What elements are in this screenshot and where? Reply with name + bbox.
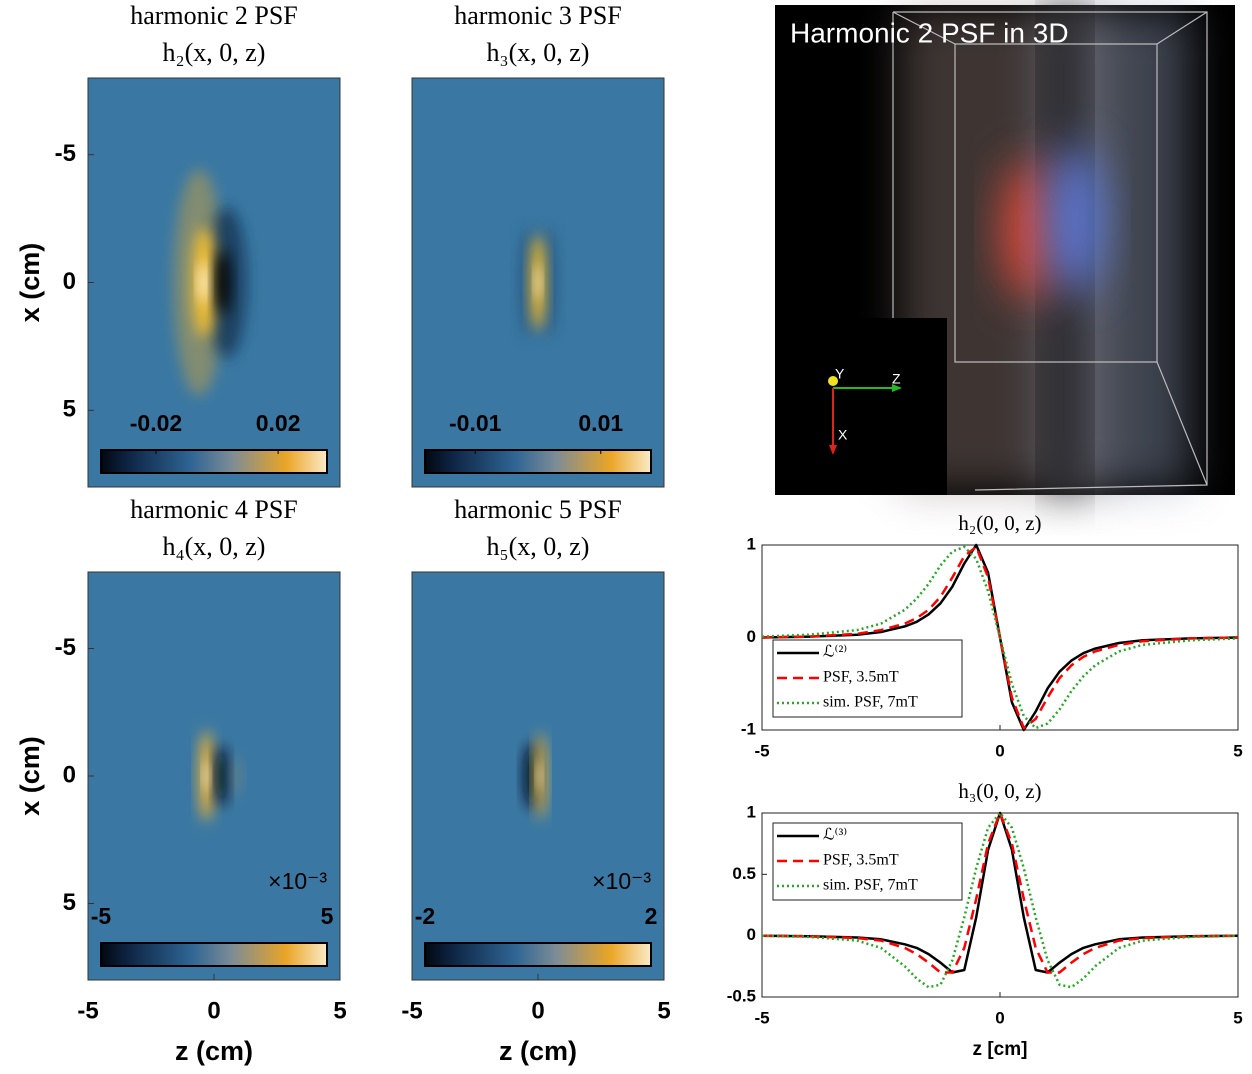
chart-title: harmonic 2 PSF	[130, 1, 298, 30]
colorbar-tick-label: 0.02	[256, 410, 301, 436]
legend-label: sim. PSF, 7mT	[823, 694, 918, 711]
x-tick-label: 0	[995, 1008, 1004, 1027]
chart-title: harmonic 3 PSF	[454, 1, 622, 30]
render-3d: Harmonic 2 PSF in 3D Y Z X	[775, 5, 1235, 495]
y-axis-label: x (cm)	[15, 243, 45, 323]
legend-label: sim. PSF, 7mT	[823, 877, 918, 894]
chart-title: h₄(x, 0, z)	[163, 532, 266, 561]
y-tick-label: 5	[63, 889, 76, 916]
chart-title: h₃(x, 0, z)	[487, 38, 590, 67]
y-tick-label: 0	[747, 627, 756, 646]
colorbar	[425, 943, 651, 966]
x-tick-label: -5	[401, 997, 422, 1024]
colorbar	[425, 450, 651, 473]
colorbar-tick-label: 0.01	[578, 410, 623, 436]
figure: Harmonic 2 PSF in 3D Y Z X harmonic 2 PS…	[0, 0, 1252, 1074]
colorbar-tick-label: -0.01	[449, 410, 502, 436]
x-tick-label: -5	[754, 1008, 769, 1027]
x-tick-label: 5	[333, 997, 346, 1024]
colorbar-multiplier: ×10⁻³	[268, 868, 327, 894]
y-tick-label: -5	[55, 634, 76, 661]
heatmap-lobe	[199, 262, 209, 302]
chart-title: h₅(x, 0, z)	[487, 532, 590, 561]
legend-label: PSF, 3.5mT	[823, 669, 899, 686]
y-tick-label: 0.5	[732, 864, 756, 883]
legend-label: ℒ⁽²⁾	[823, 644, 847, 661]
heatmap	[412, 572, 664, 980]
render-title: Harmonic 2 PSF in 3D	[790, 17, 1069, 48]
chart-title: h₂(0, 0, z)	[958, 511, 1041, 535]
colorbar-tick-label: -0.02	[130, 410, 182, 436]
colorbar	[101, 450, 327, 473]
chart-title: h₂(x, 0, z)	[163, 38, 266, 67]
x-tick-label: 0	[531, 997, 544, 1024]
x-tick-label: 5	[657, 997, 670, 1024]
chart-title: harmonic 4 PSF	[130, 495, 298, 524]
legend-label: PSF, 3.5mT	[823, 852, 899, 869]
colorbar-tick-label: -2	[415, 903, 435, 929]
x-axis-label: z (cm)	[175, 1036, 253, 1066]
x-tick-label: -5	[77, 997, 98, 1024]
chart-title: h₃(0, 0, z)	[958, 779, 1041, 803]
y-tick-label: 0	[63, 268, 76, 295]
axis-name: X	[838, 427, 848, 443]
y-tick-label: 0	[747, 925, 756, 944]
x-tick-label: -5	[754, 741, 769, 760]
y-tick-label: 1	[747, 802, 756, 821]
colorbar-tick-label: 2	[645, 903, 658, 929]
axis-name: Y	[835, 366, 845, 382]
y-axis-label: x (cm)	[15, 736, 45, 816]
colorbar	[101, 943, 327, 966]
heatmap	[88, 572, 340, 980]
heatmap	[88, 78, 340, 487]
y-tick-label: -1	[741, 719, 756, 738]
chart-title: harmonic 5 PSF	[454, 495, 622, 524]
heatmap-lobe	[215, 250, 230, 316]
x-tick-label: 0	[207, 997, 220, 1024]
x-axis-label: z (cm)	[499, 1036, 577, 1066]
heatmap-lobe	[537, 761, 542, 791]
colorbar-multiplier: ×10⁻³	[592, 868, 651, 894]
heatmap-lobe	[203, 761, 209, 791]
x-tick-label: 5	[1233, 741, 1242, 760]
legend-label: ℒ⁽³⁾	[823, 827, 847, 844]
x-tick-label: 5	[1233, 1008, 1242, 1027]
colorbar-tick-label: 5	[321, 903, 334, 929]
y-tick-label: -5	[55, 140, 76, 167]
x-tick-label: 0	[995, 741, 1004, 760]
axis-name: Z	[892, 371, 901, 387]
heatmap-lobe	[535, 265, 541, 300]
y-tick-label: -0.5	[727, 986, 756, 1005]
heatmap-lobe	[232, 756, 242, 796]
y-tick-label: 0	[63, 761, 76, 788]
x-axis-label: z [cm]	[973, 1039, 1028, 1060]
y-tick-label: 1	[747, 534, 756, 553]
heatmap-lobe	[215, 746, 228, 806]
y-tick-label: 5	[63, 396, 76, 423]
colorbar-tick-label: -5	[91, 903, 112, 929]
